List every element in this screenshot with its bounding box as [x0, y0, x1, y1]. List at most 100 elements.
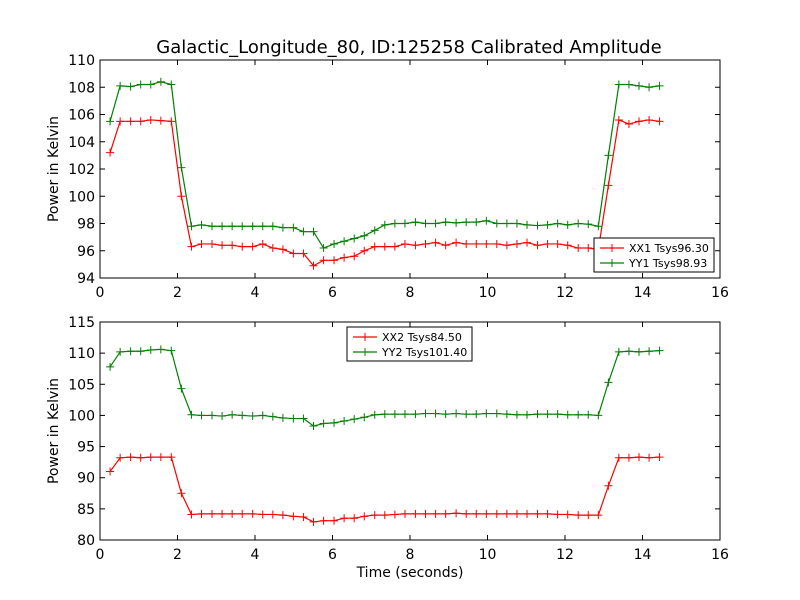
y-tick-label: 98: [77, 217, 95, 233]
x-tick-label: 12: [556, 285, 574, 301]
y-tick-label: 100: [68, 189, 95, 205]
data-point: [299, 414, 308, 423]
data-point: [400, 239, 409, 248]
y-tick-label: 115: [68, 315, 95, 331]
data-point: [411, 410, 420, 419]
data-point: [167, 453, 176, 462]
data-point: [187, 510, 196, 519]
data-point: [278, 223, 287, 232]
data-point: [136, 117, 145, 126]
data-point: [370, 226, 379, 235]
data-point: [309, 517, 318, 526]
data-point: [645, 347, 654, 356]
data-point: [106, 467, 115, 476]
data-point: [289, 414, 298, 423]
data-point: [350, 415, 359, 424]
data-point: [655, 81, 664, 90]
data-point: [218, 222, 227, 231]
data-point: [452, 218, 461, 227]
data-point: [553, 219, 562, 228]
data-point: [492, 509, 501, 518]
y-tick-label: 108: [68, 80, 95, 96]
data-point: [319, 256, 328, 265]
data-point: [502, 241, 511, 250]
data-point: [604, 181, 613, 190]
data-point: [309, 227, 318, 236]
legend-label: XX1 Tsys96.30: [629, 242, 709, 255]
data-point: [584, 244, 593, 253]
data-point: [512, 239, 521, 248]
y-tick-label: 100: [68, 408, 95, 424]
data-point: [116, 453, 125, 462]
legend-marker: [361, 348, 369, 356]
data-point: [421, 509, 430, 518]
y-tick-label: 90: [77, 471, 95, 487]
data-point: [624, 347, 633, 356]
data-point: [523, 220, 532, 229]
data-point: [492, 219, 501, 228]
data-point: [116, 81, 125, 90]
data-point: [330, 256, 339, 265]
data-point: [330, 516, 339, 525]
x-tick-label: 16: [711, 547, 729, 563]
x-tick-label: 14: [634, 285, 652, 301]
data-point: [584, 220, 593, 229]
data-point: [289, 512, 298, 521]
data-point: [563, 410, 572, 419]
data-point: [218, 241, 227, 250]
data-point: [563, 241, 572, 250]
data-point: [441, 410, 450, 419]
data-point: [340, 237, 349, 246]
data-point: [299, 227, 308, 236]
data-point: [492, 409, 501, 418]
data-point: [452, 409, 461, 418]
legend-1: XX1 Tsys96.30 YY1 Tsys98.93: [593, 237, 715, 273]
data-point: [533, 509, 542, 518]
data-point: [624, 80, 633, 89]
data-point: [187, 222, 196, 231]
x-tick-label: 14: [634, 547, 652, 563]
data-point: [563, 220, 572, 229]
data-point: [299, 249, 308, 258]
data-point: [421, 409, 430, 418]
data-point: [655, 453, 664, 462]
data-point: [350, 252, 359, 261]
data-point: [441, 509, 450, 518]
y-tick-label: 94: [77, 271, 95, 287]
data-point: [431, 238, 440, 247]
data-point: [319, 419, 328, 428]
data-point: [533, 410, 542, 419]
data-point: [614, 453, 623, 462]
chart-panel-2: 0 2 4 6 8 10 12 14 16 80 85 90 95 100 105 110 115 Power i…: [46, 315, 729, 581]
data-point: [543, 239, 552, 248]
legend-marker: [608, 244, 616, 252]
x-tick-label: 6: [328, 547, 337, 563]
data-point: [218, 412, 227, 421]
x-tick-label: 8: [406, 285, 415, 301]
data-point: [614, 347, 623, 356]
data-point: [228, 509, 237, 518]
data-point: [574, 244, 583, 253]
data-point: [523, 238, 532, 247]
data-point: [492, 239, 501, 248]
x-tick-label: 4: [251, 547, 260, 563]
data-point: [360, 246, 369, 255]
y-tick-label: 80: [77, 533, 95, 549]
data-point: [207, 222, 216, 231]
data-point: [563, 510, 572, 519]
data-point: [106, 362, 115, 371]
data-point: [635, 117, 644, 126]
data-point: [584, 511, 593, 520]
data-point: [207, 239, 216, 248]
data-point: [614, 115, 623, 124]
data-point: [553, 410, 562, 419]
data-point: [350, 234, 359, 243]
y-axis-label: Power in Kelvin: [46, 116, 62, 222]
x-tick-label: 12: [556, 547, 574, 563]
data-point: [248, 412, 257, 421]
y-tick-label: 96: [77, 244, 95, 260]
data-point: [543, 410, 552, 419]
data-point: [319, 516, 328, 525]
data-point: [574, 511, 583, 520]
